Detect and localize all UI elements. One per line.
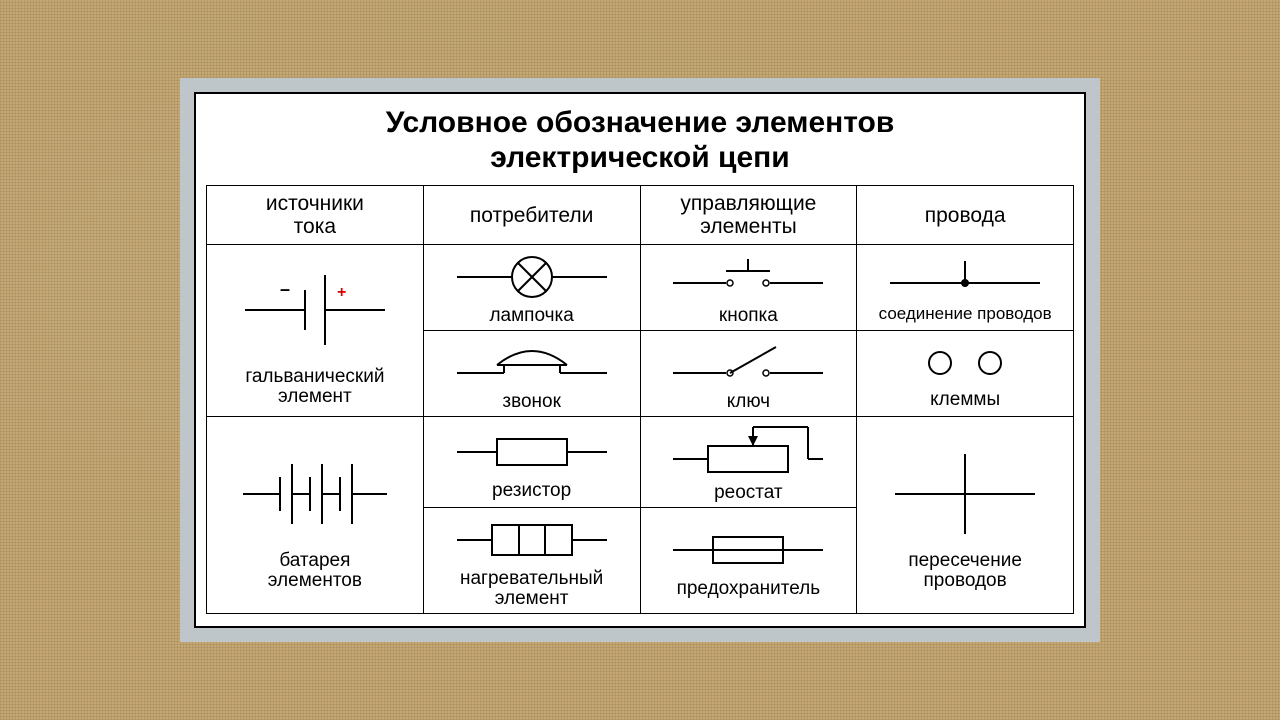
cell-wire-crossing: пересечение проводов (857, 417, 1074, 614)
label-heater: нагревательный элемент (428, 569, 636, 609)
label-resistor: резистор (428, 481, 636, 501)
label-lamp: лампочка (428, 306, 636, 326)
wire-connection-icon (875, 253, 1055, 303)
col-header-wires: провода (857, 186, 1074, 245)
cell-terminals: клеммы (857, 331, 1074, 417)
svg-text:+: + (337, 284, 346, 301)
label-wire-crossing: пересечение проводов (861, 551, 1069, 591)
battery-icon (225, 439, 405, 549)
cell-bell: звонок (423, 331, 640, 417)
wire-crossing-icon (875, 439, 1055, 549)
label-button: кнопка (645, 306, 853, 326)
cell-wire-connection: соединение проводов (857, 245, 1074, 331)
header-row: источники тока потребители управляющие э… (207, 186, 1074, 245)
title-line-2: электрической цепи (490, 141, 789, 174)
switch-icon (658, 335, 838, 390)
page-title: Условное обозначение элементов электриче… (206, 102, 1074, 185)
cell-resistor: резистор (423, 417, 640, 508)
resistor-icon (442, 424, 622, 479)
label-terminals: клеммы (861, 390, 1069, 410)
col-header-sources: источники тока (207, 186, 424, 245)
cell-button: кнопка (640, 245, 857, 331)
terminals-icon (875, 338, 1055, 388)
slide-frame: Условное обозначение элементов электриче… (180, 78, 1100, 642)
label-bell: звонок (428, 392, 636, 412)
lamp-icon (442, 249, 622, 304)
label-wire-connection: соединение проводов (861, 305, 1069, 323)
cell-fuse: предохранитель (640, 508, 857, 614)
col-header-consumers: потребители (423, 186, 640, 245)
cell-galvanic: – + гальванический элемент (207, 245, 424, 417)
button-icon (658, 249, 838, 304)
svg-text:–: – (280, 279, 290, 299)
rheostat-icon (658, 421, 838, 481)
col-header-controls: управляющие элементы (640, 186, 857, 245)
cell-heater: нагревательный элемент (423, 508, 640, 614)
heater-icon (442, 512, 622, 567)
cell-rheostat: реостат (640, 417, 857, 508)
fuse-icon (658, 522, 838, 577)
content-card: Условное обозначение элементов электриче… (194, 92, 1086, 628)
label-switch: ключ (645, 392, 853, 412)
background-burlap: Условное обозначение элементов электриче… (0, 0, 1280, 720)
label-galvanic: гальванический элемент (211, 367, 419, 407)
cell-switch: ключ (640, 331, 857, 417)
title-line-1: Условное обозначение элементов (386, 106, 895, 139)
label-battery: батарея элементов (211, 551, 419, 591)
label-fuse: предохранитель (645, 579, 853, 599)
bell-icon (442, 335, 622, 390)
label-rheostat: реостат (645, 483, 853, 503)
cell-lamp: лампочка (423, 245, 640, 331)
cell-battery: батарея элементов (207, 417, 424, 614)
symbols-table: источники тока потребители управляющие э… (206, 185, 1074, 614)
galvanic-icon: – + (225, 255, 405, 365)
